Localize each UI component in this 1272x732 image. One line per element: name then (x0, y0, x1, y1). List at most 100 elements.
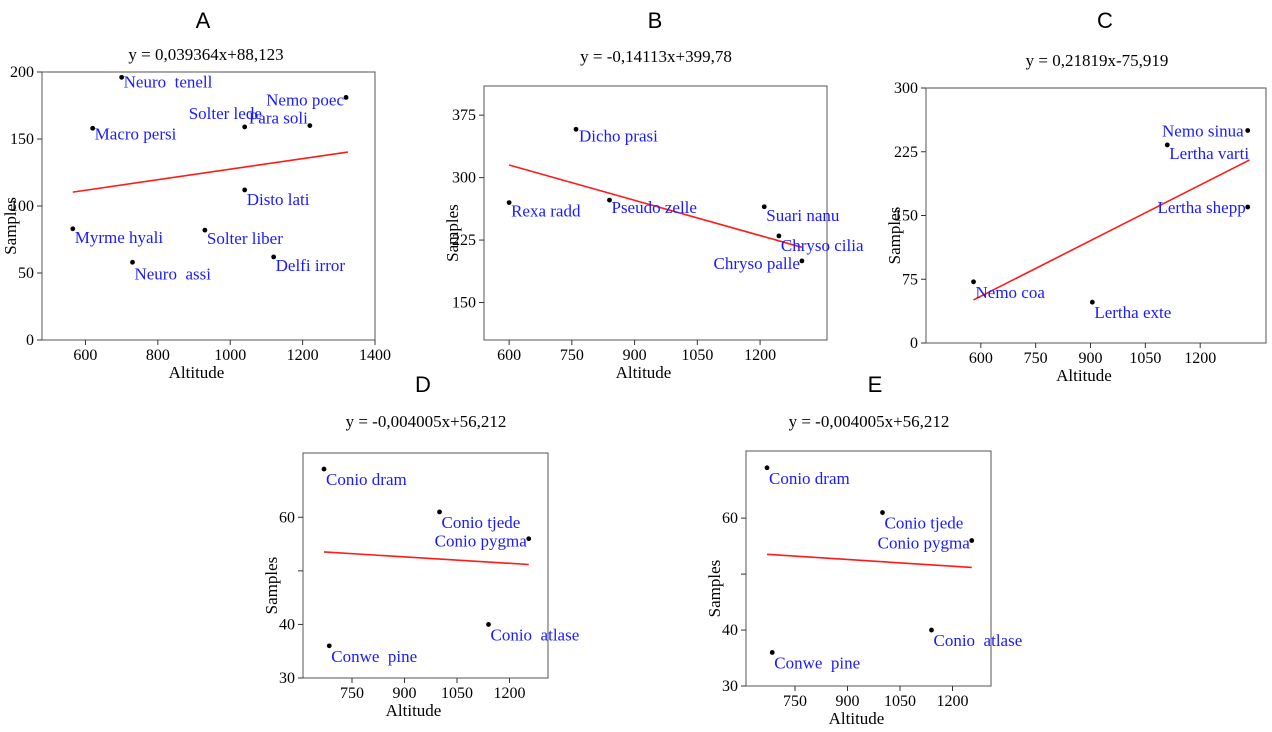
y-tick-label-b: 300 (452, 170, 476, 187)
plot-frame-b (483, 85, 828, 341)
y-axis-label-c: Samples (885, 207, 904, 265)
regression-equation-e: y = -0,004005x+56,212 (789, 412, 950, 431)
x-tick-label-c: 1050 (1129, 350, 1161, 367)
data-point-a (70, 226, 76, 232)
x-tick-label-d: 1050 (441, 685, 473, 702)
x-tick-label-c: 600 (969, 350, 993, 367)
panel-e: Ey = -0,004005x+56,212 750 900 1050 1200 30 40… (705, 372, 1022, 728)
data-point-a (307, 123, 313, 128)
regression-equation-b: y = -0,14113x+399,78 (580, 47, 732, 66)
panel-c: Cy = 0,21819x-75,919 600 750 900 1050 1200 0 75… (885, 8, 1267, 385)
point-label-b: Chryso cilia (781, 236, 864, 255)
point-label-c: Nemo sinua (1162, 122, 1244, 141)
regression-equation-d: y = -0,004005x+56,212 (346, 412, 507, 431)
point-label-b: Dicho prasi (579, 126, 658, 145)
point-label-a: Nemo poec (266, 90, 344, 109)
y-tick-label-d: 30 (279, 670, 295, 687)
point-label-b: Chryso palle (713, 254, 799, 273)
x-tick-label-c: 1200 (1184, 350, 1216, 367)
y-tick-label-a: 0 (26, 332, 34, 349)
y-tick-label-c: 0 (910, 335, 918, 352)
data-point-a (119, 74, 125, 80)
point-label-a: Solter liber (207, 229, 283, 248)
data-point-e (764, 465, 770, 471)
y-tick-label-c: 75 (902, 271, 918, 288)
panel-letter-a: A (196, 8, 211, 33)
data-point-a (271, 254, 277, 260)
panel-a: Ay = 0,039364x+88,123 600 800 1000 1200 1400 0… (1, 8, 391, 382)
x-axis-label-b: Altitude (616, 363, 672, 382)
x-tick-label-d: 1200 (494, 685, 526, 702)
point-label-a: Para soli (249, 109, 308, 128)
trend-line-b (508, 164, 803, 249)
regression-equation-a: y = 0,039364x+88,123 (128, 45, 283, 64)
point-label-d: Conio dram (326, 470, 407, 489)
panel-d: Dy = -0,004005x+56,212 750 900 1050 1200 30 40… (262, 372, 579, 720)
data-point-e (769, 650, 775, 655)
data-point-a (202, 227, 208, 233)
y-tick-label-c: 225 (894, 144, 918, 161)
x-tick-label-e: 1200 (937, 693, 969, 710)
y-tick-label-c: 300 (894, 80, 918, 97)
plot-frame-d (302, 452, 549, 679)
point-label-b: Suari nanu (766, 206, 840, 225)
x-tick-label-e: 900 (836, 693, 860, 710)
data-point-e (969, 538, 975, 543)
y-tick-label-b: 375 (452, 107, 476, 124)
y-tick-label-b: 225 (452, 232, 476, 249)
point-label-a: Disto lati (247, 190, 310, 209)
point-label-d: Conio tjede (442, 513, 521, 532)
panel-letter-d: D (415, 372, 431, 397)
data-point-e (929, 627, 934, 633)
point-label-e: Conio pygma (878, 534, 971, 553)
point-label-e: Conio tjede (885, 514, 964, 533)
point-label-a: Neuro assi (134, 264, 211, 283)
y-tick-label-d: 60 (279, 509, 295, 526)
x-tick-label-d: 900 (393, 685, 417, 702)
panel-letter-b: B (648, 8, 663, 33)
point-label-a: Solter lede (189, 104, 262, 123)
y-tick-label-a: 200 (10, 64, 34, 81)
point-label-c: Lertha shepp (1157, 198, 1245, 217)
trend-line-c (973, 159, 1250, 301)
y-axis-label-a: Samples (1, 197, 20, 255)
x-axis-label-a: Altitude (169, 363, 225, 382)
x-tick-label-a: 1000 (214, 347, 246, 364)
point-label-d: Conwe pine (331, 647, 417, 666)
data-point-c (1164, 142, 1170, 148)
panel-letter-e: E (868, 372, 883, 397)
data-point-c (1245, 204, 1251, 210)
point-label-a: Delfi irror (276, 256, 346, 275)
trend-line-d (323, 551, 529, 566)
trend-line-e (766, 553, 972, 569)
data-point-d (486, 622, 491, 627)
x-tick-label-b: 750 (560, 347, 584, 364)
panel-b: By = -0,14113x+399,78 600 750 900 1050 1200 15… (443, 8, 864, 382)
y-tick-label-b: 150 (452, 295, 476, 312)
data-point-a (90, 125, 96, 131)
data-point-a (242, 124, 248, 130)
point-label-a: Myrme hyali (75, 228, 164, 247)
point-label-d: Conio atlase (491, 625, 580, 644)
data-point-d (526, 536, 532, 542)
data-point-c (1089, 299, 1095, 305)
point-label-e: Conio atlase (934, 631, 1023, 650)
data-point-d (326, 643, 332, 649)
point-label-a: Macro persi (95, 124, 177, 143)
x-tick-label-a: 1200 (287, 347, 319, 364)
trend-line-a (72, 151, 348, 193)
y-axis-label-d: Samples (262, 557, 281, 615)
point-label-c: Nemo coa (976, 283, 1046, 302)
x-tick-label-b: 1050 (681, 347, 713, 364)
y-tick-label-a: 150 (10, 131, 34, 148)
y-tick-label-a: 100 (10, 198, 34, 215)
y-tick-label-d: 40 (279, 616, 295, 633)
data-point-c (1245, 128, 1251, 133)
x-axis-label-d: Altitude (386, 701, 442, 720)
x-tick-label-e: 1050 (884, 693, 916, 710)
point-label-e: Conio dram (769, 469, 850, 488)
regression-equation-c: y = 0,21819x-75,919 (1026, 51, 1169, 70)
panel-letter-c: C (1097, 8, 1113, 33)
y-tick-label-a: 50 (18, 265, 34, 282)
